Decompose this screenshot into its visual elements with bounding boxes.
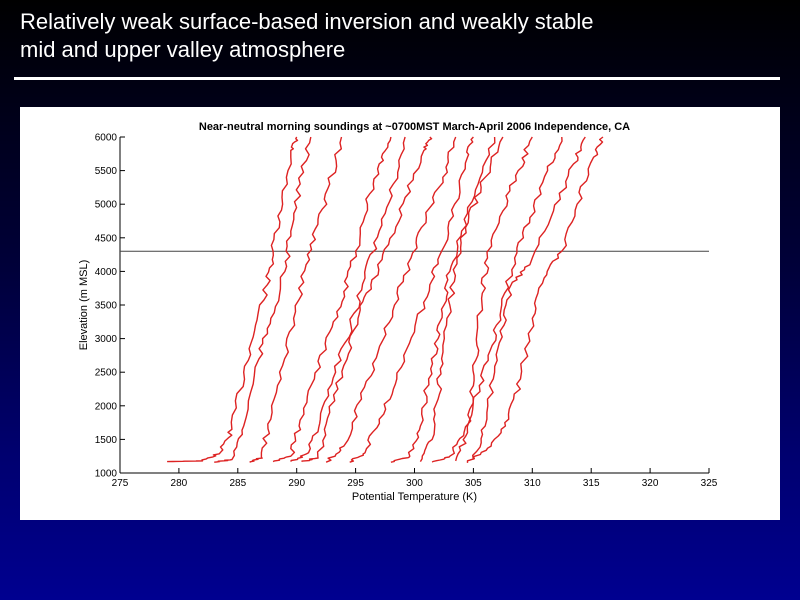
x-tick-label: 290 [288,478,305,489]
x-tick-label: 310 [524,478,541,489]
y-tick-label: 4500 [95,233,118,244]
sounding-series-line [455,136,533,462]
x-tick-label: 295 [347,478,364,489]
y-tick-label: 4000 [95,267,118,278]
y-tick-label: 6000 [95,133,118,144]
sounding-series-line [249,136,343,463]
sounding-series-line [214,136,312,463]
y-tick-label: 1500 [95,435,118,446]
slide-title-line-2: mid and upper valley atmosphere [20,37,346,62]
y-tick-label: 1000 [95,469,118,480]
sounding-series-line [472,136,586,460]
y-tick-label: 5500 [95,166,118,177]
y-tick-label: 2000 [95,401,118,412]
x-tick-label: 280 [171,478,188,489]
x-axis-label: Potential Temperature (K) [352,491,477,503]
y-tick-label: 3000 [95,334,118,345]
sounding-series-line [272,136,392,463]
sounding-series-line [390,136,496,463]
x-tick-label: 320 [642,478,659,489]
sounding-series-line [325,136,457,463]
sounding-series-line [431,136,563,463]
sounding-series-line [301,136,433,463]
slide-title-line-1: Relatively weak surface-based inversion … [20,9,594,34]
y-tick-label: 2500 [95,368,118,379]
sounding-series-line [466,136,604,463]
y-axis-label: Elevation (m MSL) [78,260,90,350]
y-tick-label: 3500 [95,301,118,312]
x-tick-label: 315 [583,478,600,489]
sounding-series-line [290,136,406,462]
sounding-series-line [167,136,299,463]
title-divider [14,77,780,80]
y-tick-label: 5000 [95,200,118,211]
x-tick-label: 305 [465,478,482,489]
x-tick-label: 285 [229,478,246,489]
sounding-series-line [419,136,504,462]
x-tick-label: 325 [701,478,718,489]
chart-panel: Near-neutral morning soundings at ~0700M… [20,107,780,520]
chart-title: Near-neutral morning soundings at ~0700M… [199,121,630,133]
x-tick-label: 300 [406,478,423,489]
sounding-series-line [349,136,474,463]
sounding-chart: Near-neutral morning soundings at ~0700M… [78,121,718,503]
slide-title: Relatively weak surface-based inversion … [20,8,780,64]
x-tick-label: 275 [112,478,129,489]
